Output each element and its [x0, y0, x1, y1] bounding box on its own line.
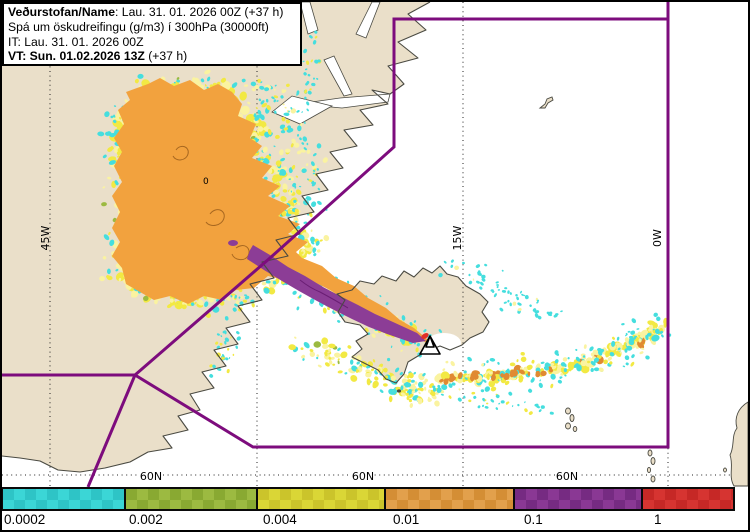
meridian-label-0w: 0W [651, 229, 664, 247]
colorbar-value-label: 0.004 [263, 512, 297, 527]
colorbar-value-label: 0.002 [129, 512, 163, 527]
colorbar-segment [513, 487, 643, 511]
colorbar-segment [124, 487, 258, 511]
parallel-label-60n-3: 60N [556, 470, 578, 483]
parallel-label-60n-1: 60N [140, 470, 162, 483]
parallel-label-60n-2: 60N [352, 470, 374, 483]
islands [396, 96, 749, 487]
scotland-coast [729, 401, 749, 487]
header-line-3: IT: Lau. 31. 01. 2026 00Z [8, 34, 144, 49]
colorbar-value-label: 1 [654, 512, 662, 527]
meridian-label-15w: 15W [451, 225, 464, 250]
colorbar-segment [1, 487, 126, 511]
colorbar-labels: 0.0002 0.002 0.004 0.01 0.1 1 [2, 511, 748, 530]
ash-purple-band [247, 245, 426, 343]
colorbar [1, 487, 735, 511]
header-line-4: VT: Sun. 01.02.2026 13Z (+37 h) [8, 49, 296, 64]
meridian-label-45w: 45W [39, 225, 52, 250]
colorbar-value-label: 0.0002 [4, 512, 46, 527]
graticule-labels: 45W 15W 0W 60N 60N 60N [39, 225, 664, 484]
colorbar-value-label: 0.1 [524, 512, 543, 527]
ash-red-vent-spot [421, 333, 429, 339]
ash-orange-mass [112, 78, 427, 343]
fjords [271, 1, 391, 125]
volcano-marker [419, 335, 441, 355]
shetland-islands [646, 449, 656, 483]
header-line-2: Spá um öskudreifingu (g/m3) í 300hPa (30… [8, 19, 269, 34]
colorbar-segment [641, 487, 735, 511]
faroe-islands [565, 407, 578, 432]
hebrides-islet [723, 467, 727, 473]
issuer-label: Veðurstofan/Name [8, 5, 116, 19]
issue-datetime: : Lau. 31. 01. 2026 00Z (+37 h) [115, 5, 284, 19]
ash-purple-contour [299, 279, 349, 309]
forecast-header-box: Veðurstofan/Name: Lau. 31. 01. 2026 00Z … [2, 2, 302, 66]
advisory-boundary [2, 2, 670, 488]
colorbar-value-label: 0.01 [393, 512, 420, 527]
colorbar-segment [384, 487, 515, 511]
graticule [2, 2, 748, 486]
jan-mayen-island [538, 96, 554, 109]
coastlines [1, 1, 490, 473]
valid-time-label: VT: Sun. 01.02.2026 13Z [8, 49, 145, 64]
header-line-1: Veðurstofan/Name: Lau. 31. 01. 2026 00Z … [8, 5, 296, 20]
vestmannaeyjar-islet [396, 389, 402, 393]
contour-label: 0 [203, 177, 209, 187]
colorbar-segment [256, 487, 386, 511]
valid-time-offset: (+37 h) [144, 49, 188, 64]
ash-purple-blob [228, 240, 238, 246]
